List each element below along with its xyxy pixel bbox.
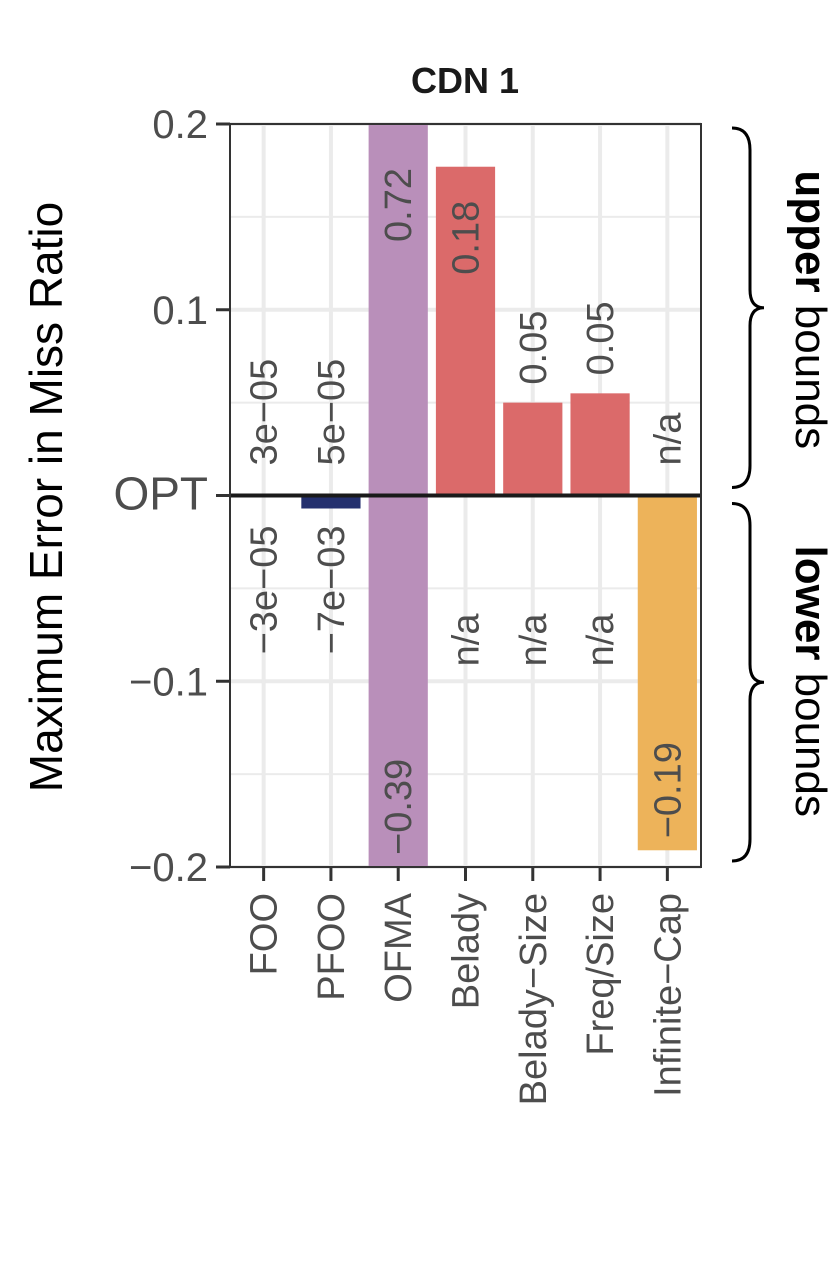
x-tick-label: Infinite−Cap — [647, 893, 689, 1097]
x-tick-label: PFOO — [311, 893, 353, 1001]
bar-lower-infinite-cap — [637, 495, 697, 851]
y-axis-title: Maximum Error in Miss Ratio — [20, 202, 72, 792]
bar-label-lower: −7e−03 — [311, 526, 353, 655]
lower-bold-word: lower — [786, 546, 830, 661]
bar-label-lower: −0.19 — [647, 742, 689, 838]
bar-label-lower: n/a — [513, 613, 555, 667]
upper-bounds-word: bounds — [786, 293, 830, 450]
chart-title: CDN 1 — [411, 60, 519, 101]
x-tick-label: Belady — [446, 893, 488, 1009]
bar-label-upper: 5e−05 — [311, 359, 353, 466]
upper-bold-word: upper — [786, 170, 830, 292]
x-tick-label: Freq/Size — [580, 893, 622, 1056]
plot-area: 0.2 0.1 OPT −0.1 −0.2 FOO PFOO OFMA Belady Belady… — [113, 103, 702, 1105]
lower-bounds-word: bounds — [786, 660, 830, 817]
bar-upper-freq-size — [570, 393, 630, 496]
y-tick-label: 0.2 — [152, 103, 208, 147]
bar-label-upper: n/a — [647, 412, 689, 466]
bar-label-lower: −0.39 — [378, 759, 420, 855]
bar-upper-ofma — [368, 124, 428, 496]
bar-lower-ofma — [368, 495, 428, 867]
bar-label-upper: 0.18 — [446, 201, 488, 275]
upper-brace — [731, 126, 765, 489]
bar-label-lower: n/a — [446, 613, 488, 667]
x-tick-label: FOO — [244, 893, 286, 975]
bar-label-upper: 3e−05 — [244, 359, 286, 466]
bar-label-lower: n/a — [580, 613, 622, 667]
bar-upper-belady-size — [503, 402, 563, 496]
y-tick-label: −0.1 — [129, 660, 208, 704]
x-tick-label: OFMA — [378, 892, 420, 1002]
y-tick-label: 0.1 — [152, 289, 208, 333]
bar-lower-pfoo — [301, 495, 361, 509]
bar-label-upper: 0.72 — [378, 168, 420, 242]
y-tick-label: −0.2 — [129, 846, 208, 890]
y-tick-label: OPT — [113, 468, 208, 520]
bar-label-upper: 0.05 — [580, 301, 622, 375]
bar-label-lower: −3e−05 — [244, 526, 286, 655]
x-tick-label: Belady−Size — [513, 893, 555, 1105]
lower-brace — [731, 502, 765, 863]
bar-label-upper: 0.05 — [513, 311, 555, 385]
bar-upper-belady — [435, 166, 496, 496]
upper-bounds-label: upper bounds — [786, 170, 830, 449]
lower-bounds-label: lower bounds — [786, 546, 830, 818]
